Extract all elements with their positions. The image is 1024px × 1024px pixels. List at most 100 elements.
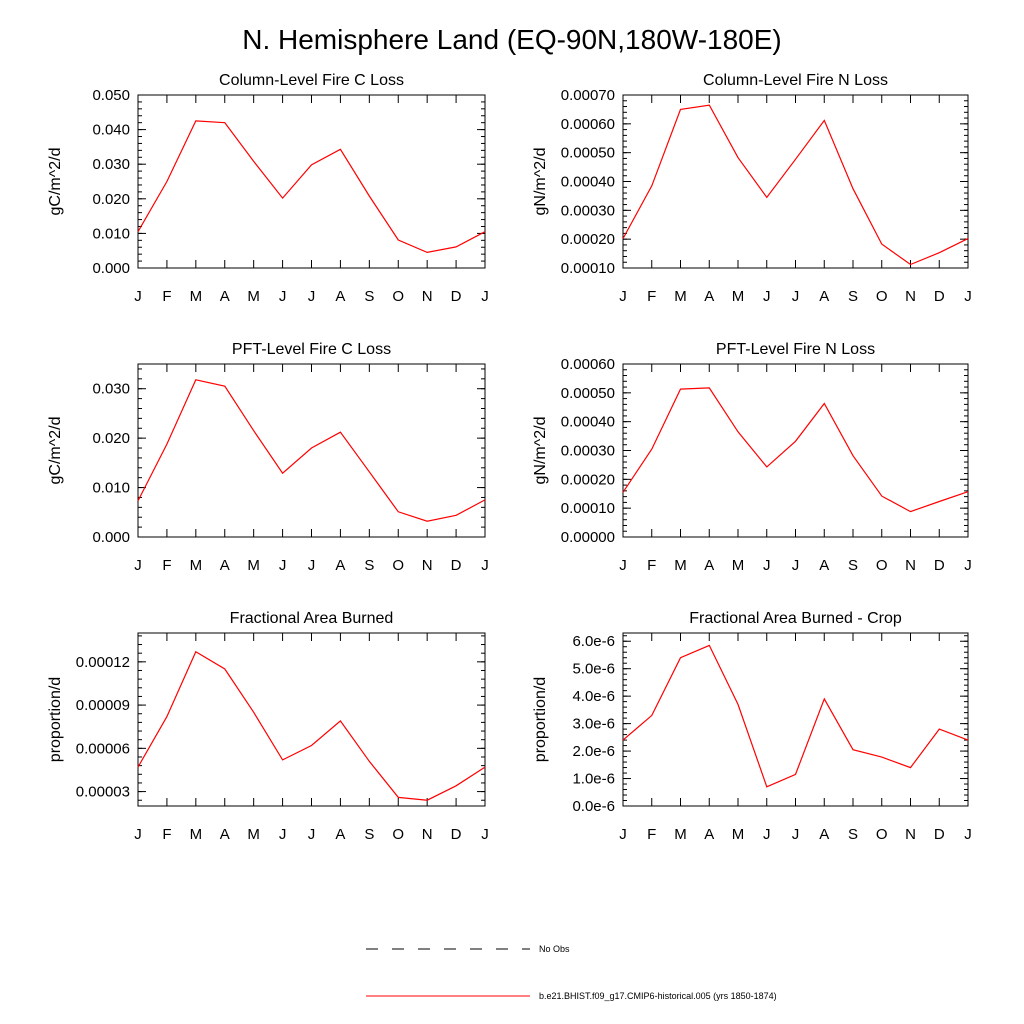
x-tick-label-sep: S: [364, 826, 374, 843]
x-tick-label-jan2: J: [481, 288, 489, 305]
y-tick-label: 3.0e-6: [572, 716, 615, 733]
y-tick-label: 0.00040: [561, 174, 615, 191]
x-tick-label-jun: J: [763, 288, 771, 305]
x-tick-label-feb: F: [647, 557, 656, 574]
y-tick-label: 0.00060: [561, 116, 615, 133]
y-tick-label: 5.0e-6: [572, 661, 615, 678]
chart-panel-3: PFT-Level Fire C Loss gC/m^2/d 0.000 0.010 0…: [47, 341, 489, 574]
x-tick-label-jan: J: [619, 826, 627, 843]
x-tick-label-oct: O: [876, 826, 888, 843]
x-tick-label-feb: F: [647, 288, 656, 305]
x-tick-label-sep: S: [848, 288, 858, 305]
x-tick-label-sep: S: [364, 557, 374, 574]
x-tick-label-dec: D: [451, 288, 462, 305]
x-tick-label-jan2: J: [964, 826, 972, 843]
x-tick-label-jan2: J: [964, 557, 972, 574]
x-tick-label-sep: S: [364, 288, 374, 305]
x-tick-label-feb: F: [162, 288, 171, 305]
plot-frame: [622, 632, 969, 807]
figure-title: N. Hemisphere Land (EQ-90N,180W-180E): [242, 24, 782, 55]
x-tick-label-nov: N: [905, 557, 916, 574]
y-tick-label: 0.010: [92, 225, 130, 242]
panel-title: Column-Level Fire N Loss: [703, 72, 888, 89]
y-tick-label: 0.00010: [561, 500, 615, 517]
y-tick-label: 0.000: [92, 260, 130, 277]
x-tick-label-dec: D: [451, 557, 462, 574]
x-tick-label-may: M: [732, 557, 745, 574]
plot-frame: [137, 94, 486, 269]
panel-title: PFT-Level Fire N Loss: [716, 341, 875, 358]
x-tick-label-mar: M: [190, 826, 203, 843]
y-axis-label: gC/m^2/d: [47, 148, 64, 216]
plot-frame: [137, 363, 486, 538]
x-tick-label-mar: M: [674, 557, 687, 574]
legend-no-obs-label: No Obs: [539, 944, 570, 954]
x-tick-label-dec: D: [934, 557, 945, 574]
x-tick-label-oct: O: [876, 288, 888, 305]
chart-panel-5: Fractional Area Burned proportion/d 0.0000…: [47, 610, 489, 843]
x-tick-label-feb: F: [162, 557, 171, 574]
x-tick-label-mar: M: [674, 826, 687, 843]
x-tick-label-apr: A: [704, 826, 714, 843]
series-line: [137, 120, 486, 254]
x-tick-label-may: M: [732, 826, 745, 843]
series-line: [137, 379, 486, 522]
y-axis-label: gN/m^2/d: [532, 417, 549, 485]
x-tick-label-nov: N: [422, 826, 433, 843]
x-tick-label-may: M: [247, 557, 260, 574]
x-tick-label-oct: O: [876, 557, 888, 574]
x-tick-label-mar: M: [674, 288, 687, 305]
x-tick-label-jun: J: [763, 557, 771, 574]
y-axis-label: proportion/d: [532, 677, 549, 762]
y-tick-label: 0.00012: [76, 654, 130, 671]
x-tick-label-oct: O: [392, 288, 404, 305]
y-axis-label: gN/m^2/d: [532, 148, 549, 216]
y-tick-label: 2.0e-6: [572, 743, 615, 760]
x-tick-label-jan2: J: [481, 557, 489, 574]
x-tick-label-dec: D: [934, 288, 945, 305]
x-tick-label-jul: J: [792, 557, 800, 574]
x-tick-label-jan2: J: [481, 826, 489, 843]
chart-panel-2: Column-Level Fire N Loss gN/m^2/d 0.00010 0…: [532, 72, 972, 305]
x-tick-label-nov: N: [422, 557, 433, 574]
x-tick-label-may: M: [247, 288, 260, 305]
x-tick-label-aug: A: [819, 557, 829, 574]
x-tick-label-mar: M: [190, 288, 203, 305]
plot-frame: [137, 632, 486, 807]
chart-panel-6: Fractional Area Burned - Crop proportion/…: [532, 610, 972, 843]
x-tick-label-nov: N: [422, 288, 433, 305]
y-tick-label: 0.040: [92, 122, 130, 139]
x-tick-label-sep: S: [848, 826, 858, 843]
x-tick-label-dec: D: [451, 826, 462, 843]
series-line: [137, 650, 486, 801]
x-tick-label-jan2: J: [964, 288, 972, 305]
y-axis-label: proportion/d: [47, 677, 64, 762]
x-tick-label-apr: A: [220, 557, 230, 574]
series-line: [622, 104, 969, 266]
x-tick-label-jan: J: [619, 288, 627, 305]
x-tick-label-aug: A: [819, 288, 829, 305]
y-tick-label: 0.00060: [561, 356, 615, 373]
chart-panel-1: Column-Level Fire C Loss gC/m^2/d 0.000 0.0…: [47, 72, 489, 305]
panel-title: Fractional Area Burned: [230, 610, 394, 627]
panel-title: Fractional Area Burned - Crop: [689, 610, 902, 627]
legend-model-label: b.e21.BHIST.f09_g17.CMIP6-historical.005…: [539, 991, 777, 1001]
x-tick-label-jan: J: [134, 826, 142, 843]
x-tick-label-dec: D: [934, 826, 945, 843]
x-tick-label-aug: A: [335, 557, 345, 574]
y-axis-label: gC/m^2/d: [47, 417, 64, 485]
x-tick-label-jun: J: [279, 826, 287, 843]
legend: No Obs b.e21.BHIST.f09_g17.CMIP6-histori…: [366, 944, 777, 1001]
x-tick-label-aug: A: [335, 826, 345, 843]
x-tick-label-apr: A: [220, 288, 230, 305]
x-tick-label-sep: S: [848, 557, 858, 574]
x-tick-label-oct: O: [392, 826, 404, 843]
x-tick-label-aug: A: [335, 288, 345, 305]
y-tick-label: 1.0e-6: [572, 771, 615, 788]
x-tick-label-jan: J: [134, 288, 142, 305]
y-tick-label: 0.00003: [76, 784, 130, 801]
x-tick-label-jul: J: [308, 826, 316, 843]
x-tick-label-feb: F: [162, 826, 171, 843]
x-tick-label-jul: J: [792, 826, 800, 843]
